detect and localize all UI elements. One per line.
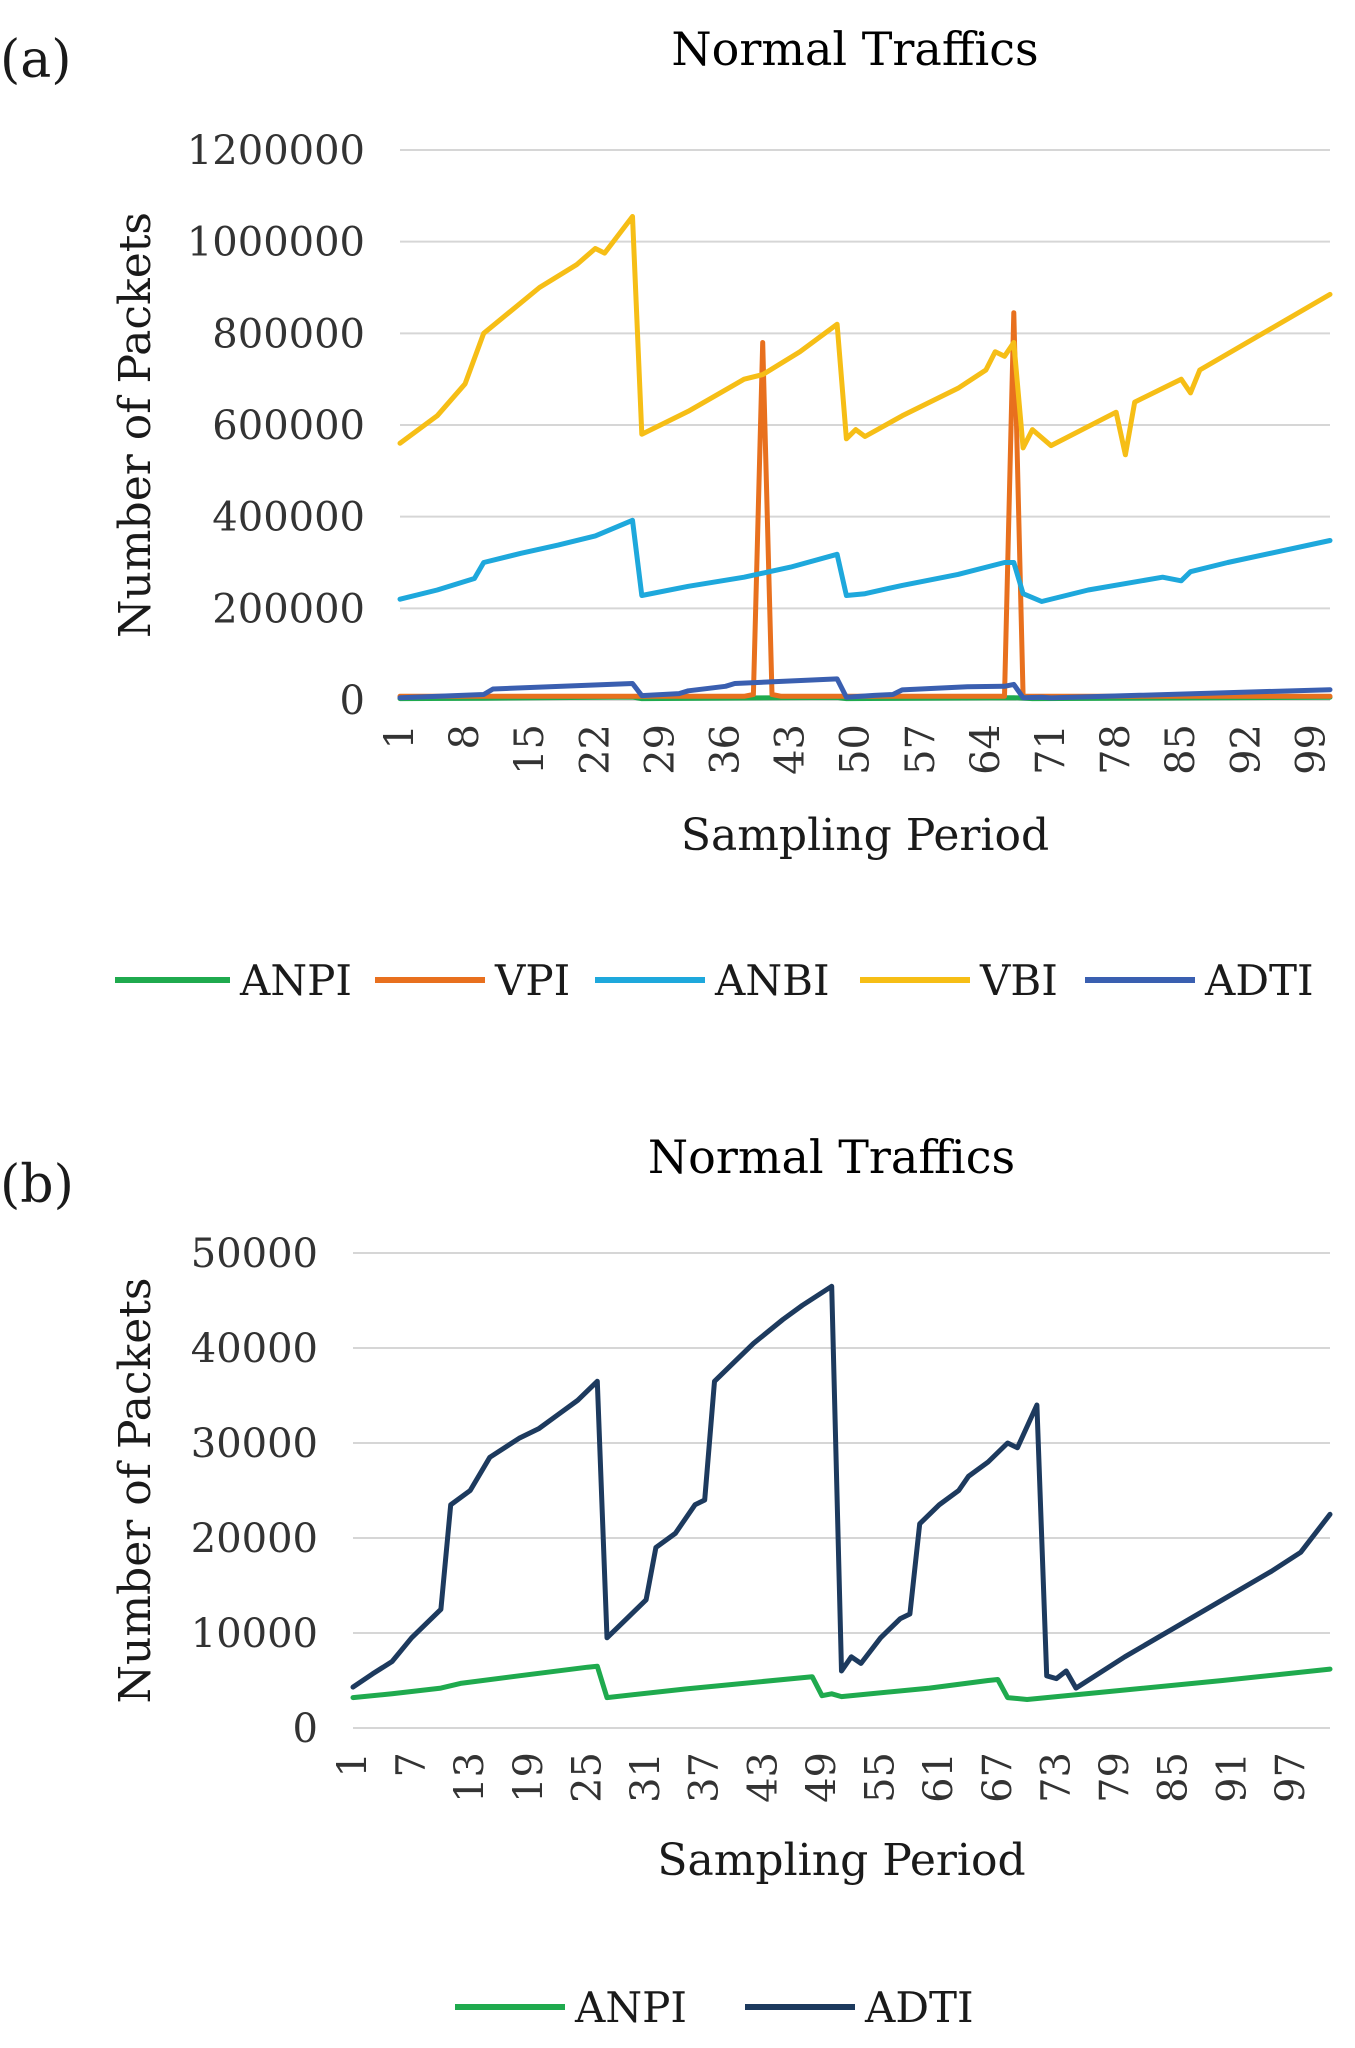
x-axis-title: Sampling Period	[657, 1835, 1025, 1886]
x-tick-label: 50	[833, 724, 879, 775]
x-tick-label: 85	[1158, 724, 1204, 775]
y-tick-label: 200000	[212, 586, 365, 632]
x-tick-label: 22	[572, 724, 618, 775]
chart-b-svg: Normal Traffics 0 10000 20000 30000 40000 5000…	[110, 1130, 1333, 2032]
x-tick-label: 92	[1223, 724, 1269, 775]
series-line-adti	[350, 1283, 1333, 1691]
x-tick-label: 29	[637, 724, 683, 775]
x-tick-label: 25	[564, 1752, 610, 1803]
x-tick-label: 1	[377, 724, 423, 749]
x-tick-label: 67	[975, 1752, 1021, 1803]
y-tick-label: 800000	[212, 311, 365, 357]
legend-label-adti: ADTI	[864, 1983, 974, 2032]
legend-label-anbi: ANBI	[714, 956, 830, 1005]
legend-label-vpi: VPI	[494, 956, 570, 1005]
x-tick-label: 64	[963, 724, 1009, 775]
x-tick-label: 57	[898, 724, 944, 775]
x-tick-label: 79	[1092, 1752, 1138, 1803]
series-line-vpi	[397, 310, 1333, 699]
x-tick-label: 71	[1028, 724, 1074, 775]
legend-label-anpi: ANPI	[574, 1983, 687, 2032]
chart-a-svg: Normal Traffics 0 200000 400000 600000 800000…	[110, 22, 1334, 1005]
x-tick-label: 73	[1033, 1752, 1079, 1803]
y-tick-label: 30000	[191, 1421, 318, 1467]
x-tick-label: 78	[1093, 724, 1139, 775]
x-tick-label: 49	[799, 1752, 845, 1803]
x-tick-label: 91	[1209, 1752, 1255, 1803]
x-axis-title: Sampling Period	[681, 810, 1049, 861]
y-tick-label: 1200000	[187, 128, 365, 174]
chart-panel-a: (a) Normal Traffics 0 200000 400000 600000 80…	[0, 0, 1355, 1020]
y-tick-label: 1000000	[187, 220, 365, 266]
series-line-adti	[397, 676, 1333, 701]
x-tick-label: 55	[858, 1752, 904, 1803]
series-line-anbi	[397, 517, 1333, 604]
x-tick-label: 37	[682, 1752, 728, 1803]
series-line-anpi	[350, 1663, 1333, 1702]
y-tick-label: 600000	[212, 403, 365, 449]
x-tick-label: 7	[389, 1752, 435, 1777]
y-tick-label: 40000	[191, 1326, 318, 1372]
y-tick-label: 0	[340, 678, 365, 724]
x-tick-label: 31	[623, 1752, 669, 1803]
legend-label-adti: ADTI	[1204, 956, 1314, 1005]
x-tick-label: 61	[916, 1752, 962, 1803]
y-tick-label: 0	[293, 1706, 318, 1752]
chart-title: Normal Traffics	[648, 1130, 1015, 1184]
y-tick-label: 20000	[191, 1516, 318, 1562]
x-tick-label: 85	[1151, 1752, 1197, 1803]
x-tick-label: 19	[506, 1752, 552, 1803]
chart-title: Normal Traffics	[671, 22, 1038, 76]
x-tick-label: 1	[330, 1752, 376, 1777]
x-tick-label: 15	[507, 724, 553, 775]
y-tick-label: 50000	[191, 1231, 318, 1277]
panel-label-a: (a)	[0, 30, 72, 90]
chart-panel-b: (b) Normal Traffics 0 10000 20000 30000 40000…	[0, 1095, 1355, 2048]
y-tick-label: 400000	[212, 495, 365, 541]
x-tick-label: 43	[740, 1752, 786, 1803]
x-tick-label: 43	[768, 724, 814, 775]
y-axis-title: Number of Packets	[110, 1277, 161, 1703]
legend-label-vbi: VBI	[979, 956, 1058, 1005]
x-tick-label: 99	[1288, 724, 1334, 775]
x-tick-label: 97	[1268, 1752, 1314, 1803]
series-line-vbi	[397, 214, 1333, 458]
legend-label-anpi: ANPI	[239, 956, 352, 1005]
x-tick-label: 13	[447, 1752, 493, 1803]
y-axis-title: Number of Packets	[110, 212, 161, 638]
x-tick-label: 8	[442, 724, 488, 749]
x-tick-label: 36	[703, 724, 749, 775]
y-tick-label: 10000	[191, 1611, 318, 1657]
panel-label-b: (b)	[0, 1155, 74, 1215]
